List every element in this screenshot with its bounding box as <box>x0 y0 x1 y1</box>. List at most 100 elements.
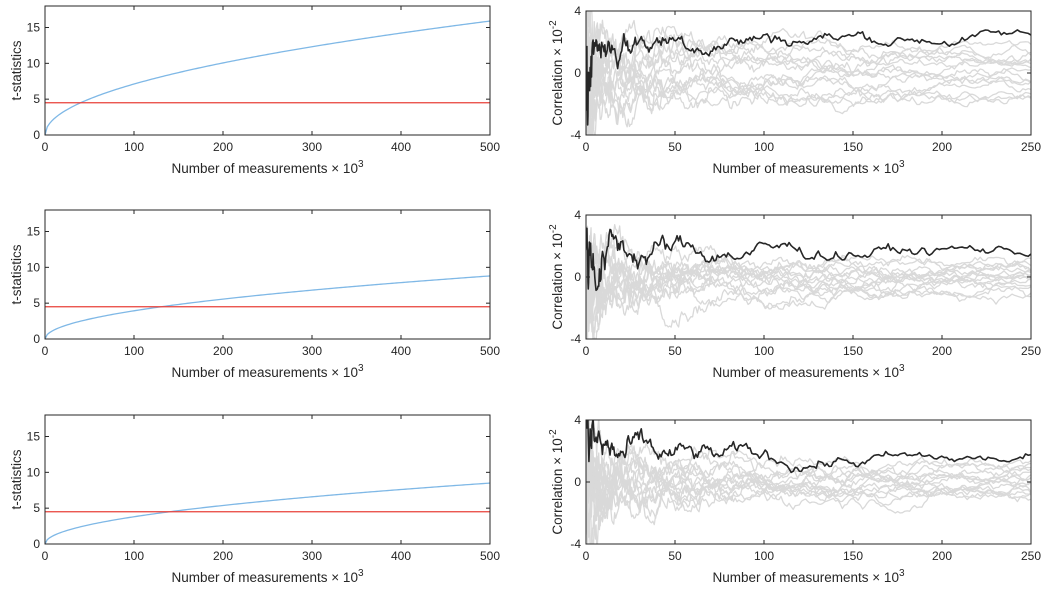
x-tick-label: 150 <box>843 140 863 154</box>
y-tick-label: 4 <box>574 413 581 427</box>
x-axis-label: Number of measurements × 103 <box>171 159 363 176</box>
y-tick-label: 4 <box>574 4 581 18</box>
plot-area <box>45 275 490 339</box>
x-tick-label: 0 <box>583 549 590 563</box>
panel-5: 0 100 200 300 400 500 0 5 10 15 Number of measurem… <box>9 414 500 585</box>
x-tick-label: 500 <box>480 140 500 154</box>
x-tick-label: 200 <box>932 140 952 154</box>
correlation-trace <box>586 226 1031 314</box>
x-tick-label: 0 <box>42 549 49 563</box>
plot-area <box>586 224 1031 339</box>
y-tick-label: 15 <box>27 21 41 35</box>
y-tick-label: 5 <box>33 92 40 106</box>
x-tick-label: 100 <box>754 344 774 358</box>
plot-area <box>45 482 490 544</box>
y-tick-label: 10 <box>27 465 41 479</box>
y-tick-label: -4 <box>570 332 581 346</box>
x-tick-label: 300 <box>302 344 322 358</box>
correlation-trace <box>586 281 1031 339</box>
t-statistic-curve <box>45 275 490 339</box>
x-tick-label: 500 <box>480 344 500 358</box>
correct-key-correlation-trace <box>586 420 1031 474</box>
correlation-trace <box>586 459 1031 538</box>
x-tick-label: 200 <box>213 344 233 358</box>
y-tick-label: 5 <box>33 296 40 310</box>
correlation-trace <box>586 232 1031 332</box>
x-tick-label: 0 <box>42 344 49 358</box>
x-tick-label: 300 <box>302 549 322 563</box>
y-tick-label: 0 <box>574 270 581 284</box>
axes-box <box>44 209 491 340</box>
x-tick-label: 0 <box>583 140 590 154</box>
x-tick-label: 250 <box>1021 549 1041 563</box>
x-axis-label: Number of measurements × 103 <box>712 159 904 176</box>
correlation-trace <box>586 253 1031 333</box>
y-axis-label: t-statistics <box>9 40 24 100</box>
plot-area <box>586 420 1031 544</box>
correct-key-correlation-trace <box>586 29 1031 126</box>
x-axis-label: Number of measurements × 103 <box>712 363 904 380</box>
x-tick-label: 100 <box>124 140 144 154</box>
x-tick-label: 100 <box>124 549 144 563</box>
y-axis-label: t-statistics <box>9 449 24 509</box>
x-tick-label: 100 <box>754 140 774 154</box>
x-tick-label: 150 <box>843 549 863 563</box>
x-tick-label: 150 <box>843 344 863 358</box>
x-tick-label: 400 <box>391 549 411 563</box>
t-statistic-curve <box>45 20 490 135</box>
correlation-trace <box>586 467 1031 526</box>
x-tick-label: 400 <box>391 140 411 154</box>
x-axis-label: Number of measurements × 103 <box>171 568 363 585</box>
y-axis-label: t-statistics <box>9 244 24 304</box>
y-tick-label: 0 <box>33 537 40 551</box>
correlation-trace <box>586 256 1031 313</box>
y-axis-label: Correlation × 10-2 <box>548 224 565 330</box>
y-tick-label: 0 <box>574 475 581 489</box>
correlation-trace <box>586 251 1031 319</box>
y-tick-label: 5 <box>33 501 40 515</box>
x-axis-label: Number of measurements × 103 <box>712 568 904 585</box>
x-tick-label: 250 <box>1021 344 1041 358</box>
x-tick-label: 200 <box>213 549 233 563</box>
correlation-trace <box>586 36 1031 115</box>
x-tick-label: 400 <box>391 344 411 358</box>
correlation-trace <box>586 255 1031 339</box>
x-tick-label: 500 <box>480 549 500 563</box>
plot-area <box>45 20 490 135</box>
x-tick-label: 0 <box>42 140 49 154</box>
plot-area <box>586 11 1031 135</box>
x-tick-label: 300 <box>302 140 322 154</box>
y-axis-label: Correlation × 10-2 <box>548 429 565 535</box>
x-tick-label: 50 <box>668 549 682 563</box>
y-tick-label: 10 <box>27 260 41 274</box>
y-tick-label: 0 <box>574 66 581 80</box>
x-tick-label: 250 <box>1021 140 1041 154</box>
x-tick-label: 100 <box>754 549 774 563</box>
x-tick-label: 100 <box>124 344 144 358</box>
correlation-trace <box>586 36 1031 97</box>
y-tick-label: 15 <box>27 430 41 444</box>
y-tick-label: -4 <box>570 537 581 551</box>
y-tick-label: 0 <box>33 332 40 346</box>
y-tick-label: 0 <box>33 128 40 142</box>
x-axis-label: Number of measurements × 103 <box>171 363 363 380</box>
correlation-trace <box>586 58 1031 135</box>
y-tick-label: 10 <box>27 56 41 70</box>
correlation-trace <box>586 420 1031 544</box>
y-axis-label: Correlation × 10-2 <box>548 20 565 126</box>
correlation-trace <box>586 437 1031 520</box>
axes-box <box>44 5 491 136</box>
x-tick-label: 50 <box>668 344 682 358</box>
x-tick-label: 0 <box>583 344 590 358</box>
correlation-trace <box>586 441 1031 529</box>
correlation-trace <box>586 459 1031 520</box>
x-tick-label: 200 <box>932 549 952 563</box>
panel-1: 0 100 200 300 400 500 0 5 10 15 Number of measurem… <box>9 5 500 176</box>
correlation-trace <box>586 420 1031 515</box>
x-tick-label: 200 <box>932 344 952 358</box>
panel-3: 0 100 200 300 400 500 0 5 10 15 Number of measurem… <box>9 209 500 380</box>
